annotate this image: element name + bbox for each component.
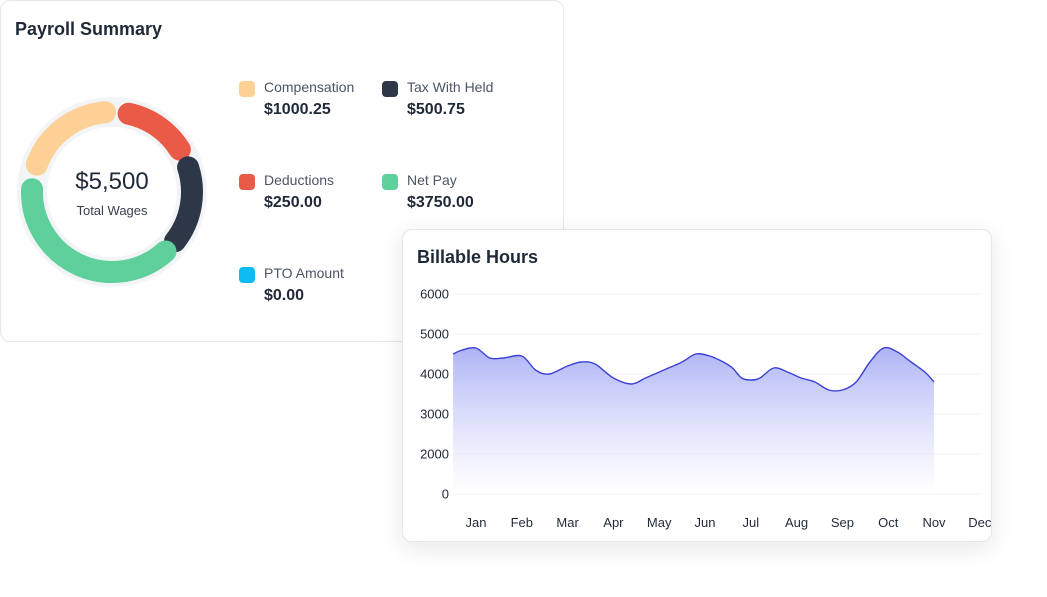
legend-label: Tax With Held <box>407 79 494 95</box>
y-tick-label: 2000 <box>420 447 449 462</box>
x-tick-label: Nov <box>922 515 946 530</box>
billable-hours-title: Billable Hours <box>417 247 539 267</box>
x-tick-label: Dec <box>968 515 992 530</box>
x-tick-label: Feb <box>511 515 533 530</box>
x-tick-label: Aug <box>785 515 808 530</box>
legend-label: Deductions <box>264 172 335 188</box>
y-axis-ticks: 0 2000 3000 4000 5000 6000 <box>420 287 449 502</box>
donut-segment-compensation[interactable] <box>25 101 117 176</box>
legend-label: Compensation <box>264 79 355 95</box>
legend-value: $500.75 <box>407 101 465 118</box>
x-tick-label: Jul <box>742 515 759 530</box>
y-tick-label: 5000 <box>420 327 449 342</box>
x-tick-label: Jun <box>695 515 716 530</box>
donut-segment-tax-with-held[interactable] <box>164 156 203 253</box>
legend-label: Net Pay <box>407 172 457 188</box>
x-tick-label: Apr <box>603 515 624 530</box>
x-axis-ticks: Jan Feb Mar Apr May Jun Jul Aug Sep Oct Nov Dec <box>466 515 992 530</box>
compensation-swatch <box>239 81 255 97</box>
donut-center: $5,500 Total Wages <box>14 94 210 290</box>
y-tick-label: 4000 <box>420 367 449 382</box>
tax-swatch <box>382 81 398 97</box>
total-wages-label: Total Wages <box>76 203 148 218</box>
donut-segment-deductions[interactable] <box>117 102 191 161</box>
x-tick-label: May <box>647 515 672 530</box>
x-tick-label: Oct <box>878 515 899 530</box>
billable-hours-card: Billable Hours 0 2000 3000 4000 5000 6000 Jan… <box>402 229 992 542</box>
net-pay-swatch <box>382 174 398 190</box>
y-tick-label: 3000 <box>420 407 449 422</box>
donut-svg <box>17 97 207 287</box>
donut-segment-net-pay[interactable] <box>21 178 177 283</box>
payroll-summary-title: Payroll Summary <box>15 19 163 39</box>
billable-hours-line <box>452 346 935 392</box>
legend-value: $250.00 <box>264 194 322 211</box>
total-wages-donut-chart: $5,500 Total Wages <box>14 94 210 290</box>
y-tick-label: 6000 <box>420 287 449 302</box>
payroll-summary-card: Payroll Summary $5,500 Total Wages Compe… <box>0 0 564 342</box>
x-tick-label: Mar <box>556 515 579 530</box>
x-tick-label: Sep <box>831 515 854 530</box>
legend-value: $3750.00 <box>407 194 474 211</box>
billable-hours-area <box>453 347 934 494</box>
y-tick-label: 0 <box>442 487 449 502</box>
x-tick-label: Jan <box>466 515 487 530</box>
pto-swatch <box>239 267 255 283</box>
legend-value: $0.00 <box>264 287 305 304</box>
deductions-swatch <box>239 174 255 190</box>
billable-hours-chart: 0 2000 3000 4000 5000 6000 Jan Feb Mar Apr May Jun… <box>420 287 992 531</box>
total-wages-amount: $5,500 <box>75 168 149 195</box>
legend-value: $1000.25 <box>264 101 331 118</box>
legend-label: PTO Amount <box>264 265 344 281</box>
